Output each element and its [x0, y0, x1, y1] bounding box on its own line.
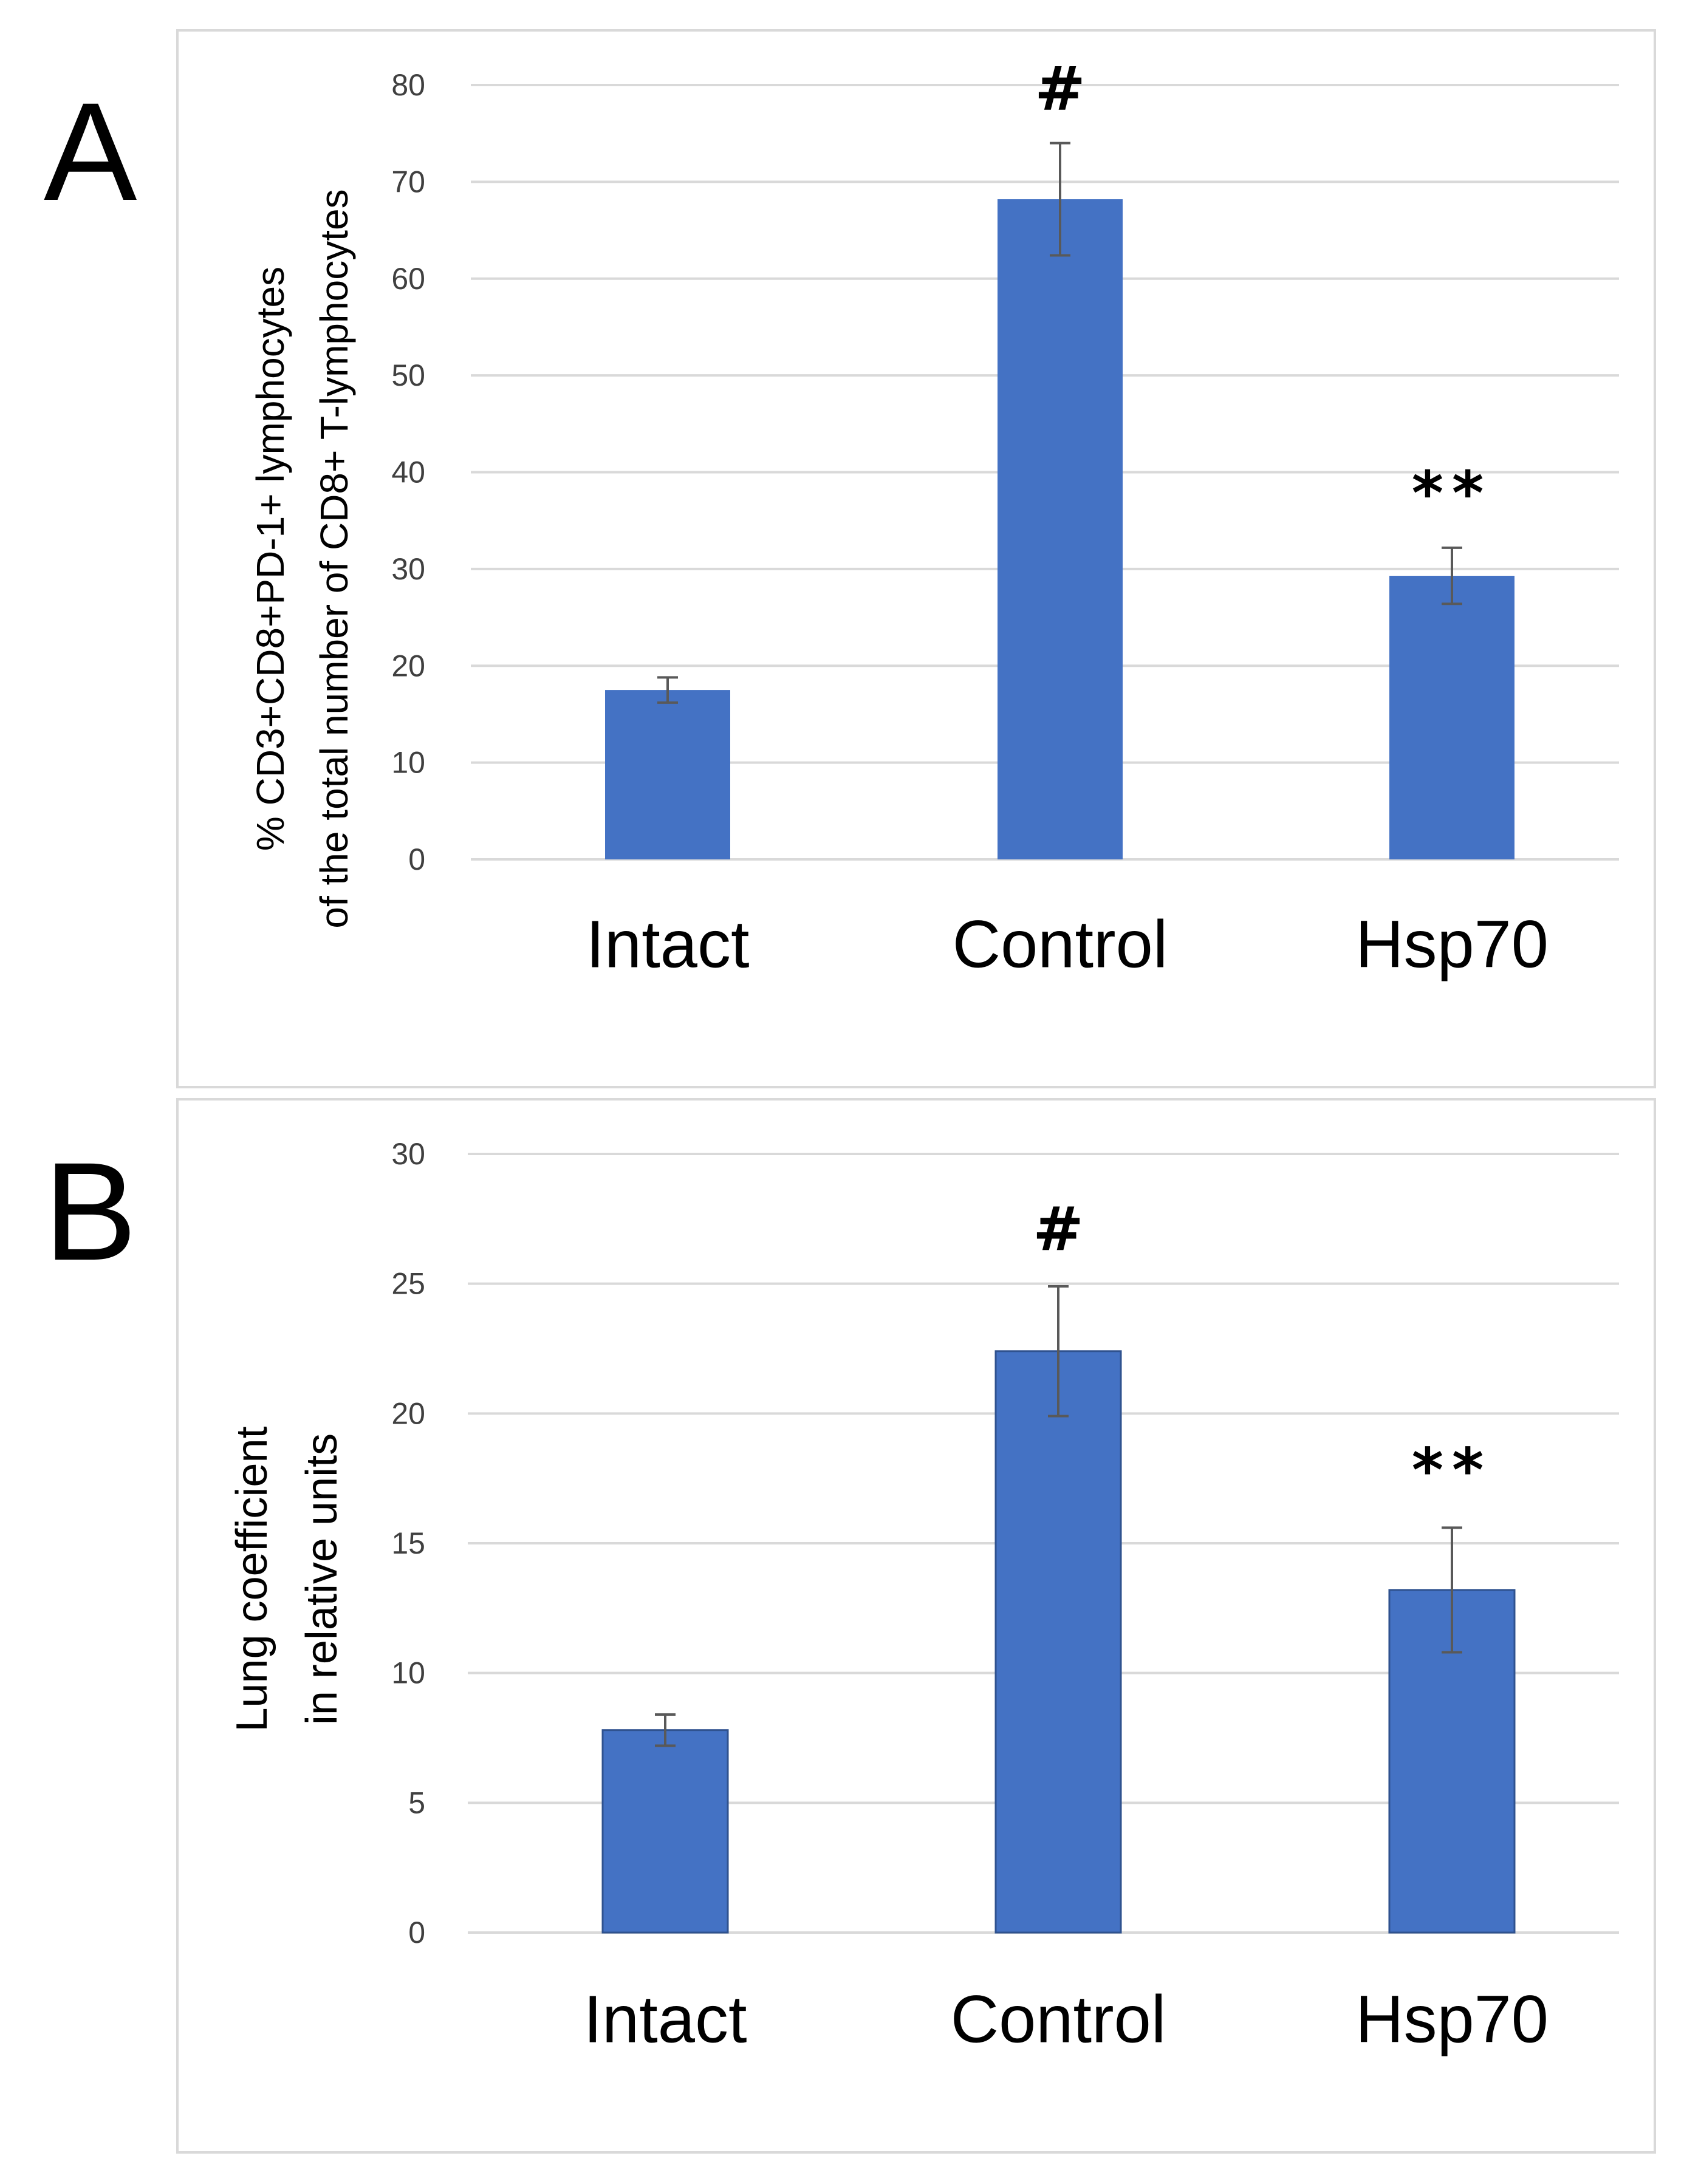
y-tick-label: 0 [408, 842, 425, 876]
y-axis-label: % CD3+CD8+PD-1+ lymphocytes [248, 267, 292, 851]
bar [601, 1729, 729, 1934]
y-tick-label: 50 [391, 358, 425, 392]
panel-frame-a [176, 29, 1656, 1088]
y-tick-label: 20 [391, 649, 425, 683]
y-axis-label: of the total number of CD8+ T-lymphocyte… [312, 189, 356, 928]
panel-label-a: A [44, 73, 137, 230]
y-tick-label: 25 [391, 1267, 425, 1301]
y-tick-label: 80 [391, 68, 425, 102]
y-tick-label: 30 [391, 552, 425, 586]
y-tick-label: 60 [391, 262, 425, 296]
x-category-label: Intact [586, 907, 749, 982]
significance-hash: # [1033, 1193, 1084, 1264]
y-axis-label: in relative units [298, 1433, 346, 1725]
bar [994, 1350, 1122, 1934]
y-tick-label: 10 [391, 1656, 425, 1690]
y-tick-label: 30 [391, 1137, 425, 1171]
significance-stars: ** [1412, 458, 1493, 529]
x-category-label: Control [951, 1982, 1166, 2057]
panel-label-b: B [44, 1133, 137, 1289]
chart-panel-a: 0 10 20 30 40 50 60 70 80 % CD3+CD8+PD-1+ lymphoc… [176, 29, 1656, 1088]
chart-panel-b: 0 5 10 15 20 25 30 Lung coefficient in relative … [176, 1098, 1656, 2154]
x-category-label: Hsp70 [1355, 1982, 1549, 2057]
y-tick-label: 0 [408, 1916, 425, 1950]
bar [998, 199, 1123, 859]
y-tick-label: 10 [391, 746, 425, 780]
x-category-label: Hsp70 [1355, 907, 1549, 982]
bar [1389, 576, 1514, 859]
y-tick-label: 70 [391, 165, 425, 199]
y-tick-label: 40 [391, 456, 425, 490]
bar [605, 690, 730, 859]
y-tick-label: 5 [408, 1786, 425, 1820]
y-tick-label: 20 [391, 1396, 425, 1430]
x-category-label: Intact [583, 1982, 747, 2057]
y-axis-label: Lung coefficient [228, 1426, 276, 1732]
y-tick-label: 15 [391, 1526, 425, 1560]
significance-stars: ** [1412, 1435, 1493, 1506]
x-category-label: Control [953, 907, 1168, 982]
significance-hash: # [1035, 53, 1086, 125]
